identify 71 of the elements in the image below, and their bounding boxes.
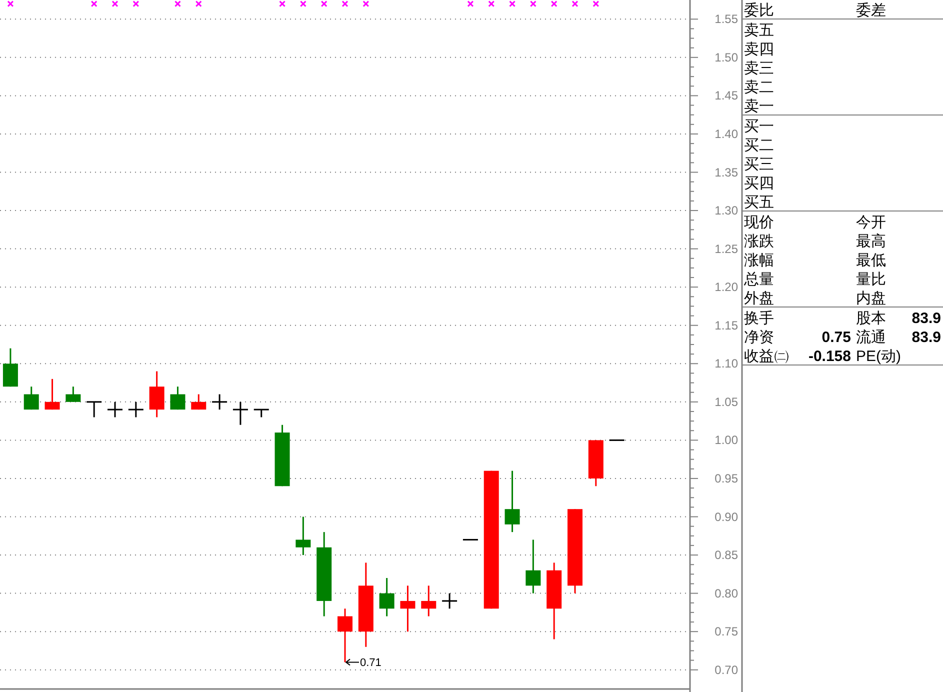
candlestick [296,516,311,556]
text: 最低 [856,252,886,269]
y-tick-label: 1.15 [714,318,738,332]
text: 买四 [744,175,774,192]
y-tick-label: 0.90 [714,510,738,524]
candlestick [442,592,458,610]
candlestick [400,584,416,632]
text: 收益㈡ [744,348,789,365]
text: 买二 [744,137,774,154]
text: 委差 [856,2,886,19]
text: 委比 [744,2,774,19]
text: -0.158 [808,348,851,365]
y-tick-label: 1.25 [714,242,738,256]
text: 卖二 [744,79,774,96]
text: 卖四 [744,41,774,58]
text: 0.75 [822,329,851,346]
text: 股本 [856,310,886,327]
text: 外盘 [744,290,774,307]
y-tick-label: 0.80 [714,586,738,600]
y-tick-label: 0.70 [714,662,738,677]
text: 涨跌 [744,233,774,250]
y-tick-label: 0.85 [714,548,738,562]
y-tick-label: 1.55 [714,12,738,26]
y-tick-label: 0.95 [714,471,738,486]
y-tick-label: 1.05 [714,394,738,409]
text: 卖一 [744,98,774,115]
text: 83.9 [912,329,941,346]
text: 83.9 [912,310,941,327]
y-tick-label: 1.30 [714,204,738,218]
candlestick [44,378,60,410]
text: 买三 [744,156,774,173]
text: 卖三 [744,60,774,77]
candlestick [338,608,352,663]
candlestick [66,386,81,403]
y-tick-label: 1.35 [714,165,738,180]
y-tick-label: 1.45 [714,88,738,103]
text: 内盘 [856,290,886,307]
candlestick [421,584,436,618]
text: 量比 [856,271,886,288]
y-tick-label: 1.20 [714,280,738,294]
candlestick [149,370,164,418]
candlestick [128,401,144,418]
candlestick [2,348,18,388]
candlestick [232,401,248,426]
y-tick-label: 1.10 [714,356,738,371]
text: 现价 [744,214,774,231]
text: PE(动) [856,348,902,365]
y-tick-label: 1.50 [714,50,738,64]
text: 涨幅 [744,252,774,269]
candlestick [86,401,102,418]
candlestick [212,394,228,410]
candlestick [504,470,520,533]
candlestick [526,538,541,594]
annotation: 0.71 [360,657,382,670]
text: 最高 [856,233,886,250]
text: 总量 [743,271,774,288]
candlestick [24,386,39,410]
candlestick [191,394,206,410]
candlestick [170,386,186,410]
text: 净资 [744,329,774,346]
text: 买五 [744,194,774,211]
candlestick [379,577,394,618]
text: 流通 [856,329,886,346]
text: 买一 [744,118,774,135]
text: 卖五 [744,22,774,39]
y-tick-label: 1.00 [714,433,738,448]
y-tick-label: 1.40 [714,126,738,141]
text: 今开 [856,214,886,231]
y-tick-label: 0.75 [714,624,738,639]
text: 换手 [744,310,774,327]
candlestick [108,401,122,418]
